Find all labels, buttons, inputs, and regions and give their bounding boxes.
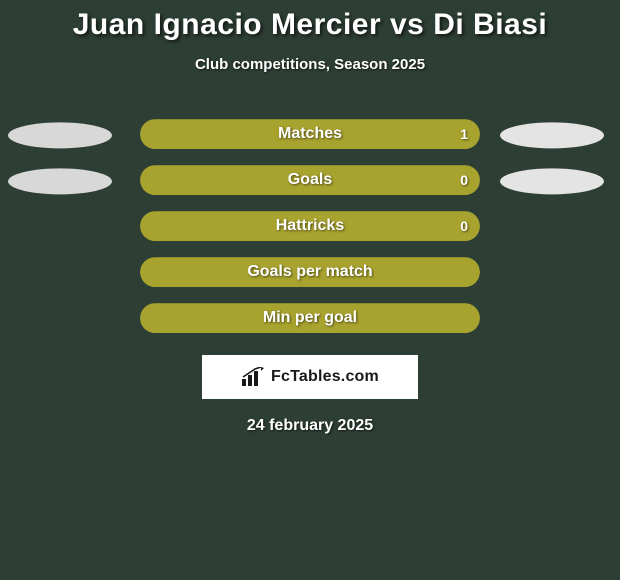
- stat-label: Hattricks: [140, 217, 480, 235]
- stat-row: Min per goal: [0, 299, 620, 345]
- stat-label: Matches: [140, 125, 480, 143]
- stat-bar: Matches1: [140, 119, 480, 149]
- player-left-marker: [8, 122, 112, 148]
- stat-bar: Min per goal: [140, 303, 480, 333]
- stat-label: Min per goal: [140, 309, 480, 327]
- player-right-marker: [500, 168, 604, 194]
- stat-value-right: 0: [460, 218, 468, 234]
- player-right-marker: [500, 122, 604, 148]
- stat-value-right: 1: [460, 126, 468, 142]
- stat-row: Goals per match: [0, 253, 620, 299]
- page-subtitle: Club competitions, Season 2025: [0, 56, 620, 73]
- stat-bar: Goals per match: [140, 257, 480, 287]
- stat-value-right: 0: [460, 172, 468, 188]
- logo-text: FcTables.com: [271, 368, 379, 386]
- stat-label: Goals: [140, 171, 480, 189]
- stat-row: Goals0: [0, 161, 620, 207]
- chart-icon: [241, 367, 265, 387]
- date-label: 24 february 2025: [0, 417, 620, 435]
- stat-label: Goals per match: [140, 263, 480, 281]
- logo-box: FcTables.com: [202, 355, 418, 399]
- stat-bar: Hattricks0: [140, 211, 480, 241]
- page-title: Juan Ignacio Mercier vs Di Biasi: [0, 0, 620, 42]
- stat-bar: Goals0: [140, 165, 480, 195]
- player-left-marker: [8, 168, 112, 194]
- stat-row: Hattricks0: [0, 207, 620, 253]
- stats-container: Matches1Goals0Hattricks0Goals per matchM…: [0, 115, 620, 345]
- stat-row: Matches1: [0, 115, 620, 161]
